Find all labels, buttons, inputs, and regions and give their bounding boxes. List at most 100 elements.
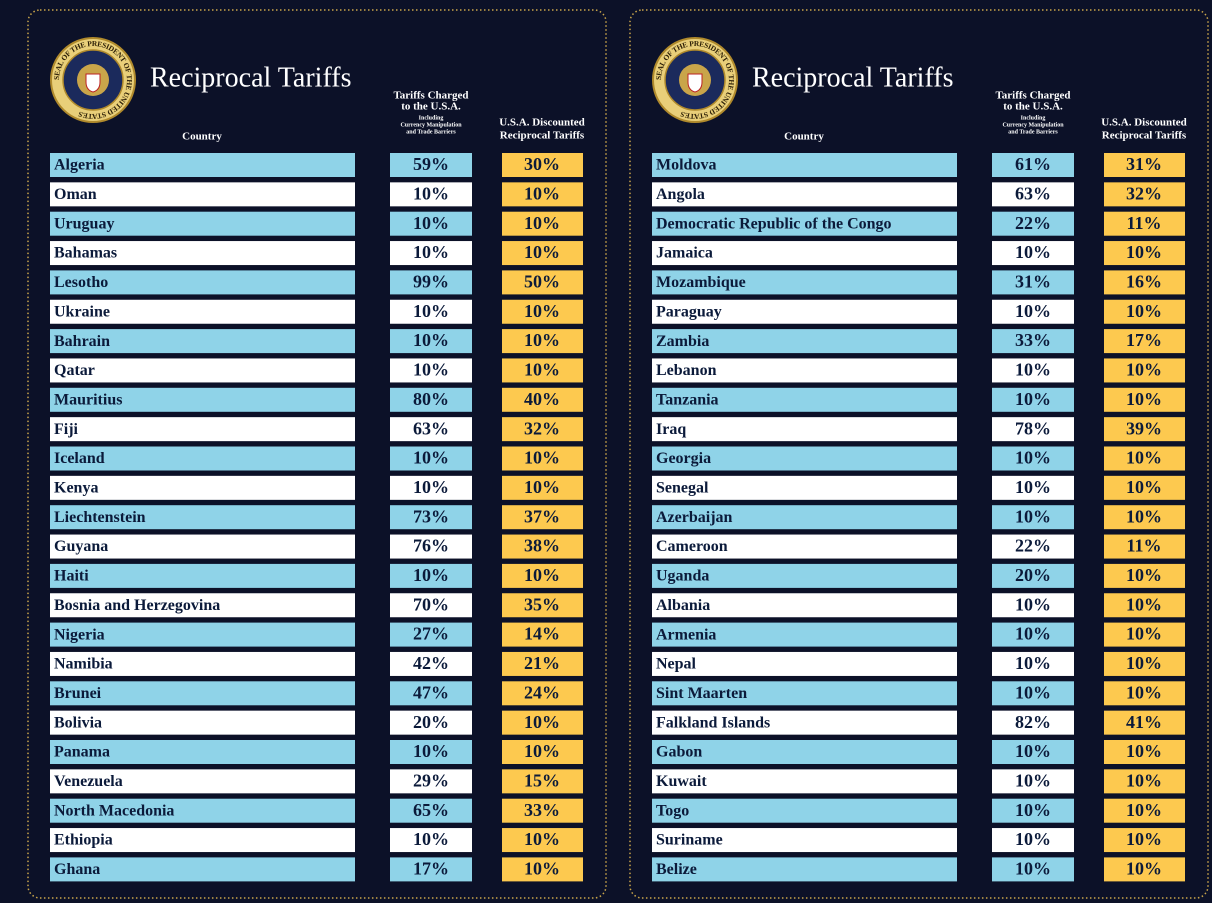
discounted-value: 10% <box>1126 624 1162 644</box>
discounted-value: 10% <box>524 712 560 732</box>
discounted-cell <box>502 769 583 794</box>
country-cell <box>50 828 355 853</box>
charged-cell <box>390 417 472 442</box>
discounted-value: 17% <box>1126 330 1162 350</box>
discounted-cell <box>1104 153 1185 177</box>
discounted-cell <box>1104 651 1185 676</box>
discounted-cell <box>1104 299 1185 324</box>
country-cell <box>50 417 355 442</box>
country-cell <box>652 153 957 177</box>
discounted-value: 10% <box>1126 770 1162 790</box>
discounted-value: 15% <box>524 770 560 790</box>
discounted-value: 38% <box>524 536 560 556</box>
country-name: Brunei <box>54 685 102 702</box>
country-name: Azerbaijan <box>656 509 733 526</box>
country-name: Mozambique <box>656 274 746 291</box>
country-name: Haiti <box>54 568 89 585</box>
discounted-value: 32% <box>524 418 560 438</box>
charged-value: 10% <box>1015 770 1051 790</box>
country-name: Kenya <box>54 480 98 497</box>
country-cell <box>652 857 957 882</box>
country-name: North Macedonia <box>54 802 174 819</box>
country-cell <box>652 358 957 383</box>
charged-cell <box>992 241 1074 266</box>
discounted-cell <box>1104 857 1185 882</box>
country-name: Bolivia <box>54 714 102 731</box>
header-charged-sub: Including <box>419 115 444 121</box>
country-name: Panama <box>54 744 110 761</box>
charged-cell <box>992 358 1074 383</box>
country-cell <box>652 828 957 853</box>
charged-value: 63% <box>1015 183 1051 203</box>
discounted-cell <box>1104 740 1185 764</box>
charged-cell <box>992 740 1074 764</box>
charged-cell <box>992 387 1074 412</box>
charged-value: 73% <box>413 506 449 526</box>
discounted-cell <box>1104 828 1185 853</box>
charged-value: 61% <box>1015 154 1051 174</box>
discounted-cell <box>1104 417 1185 442</box>
discounted-cell <box>1104 475 1185 500</box>
country-cell <box>50 857 355 882</box>
country-cell <box>50 740 355 764</box>
discounted-cell <box>1104 769 1185 794</box>
discounted-value: 10% <box>1126 301 1162 321</box>
country-cell <box>652 475 957 500</box>
discounted-cell <box>502 710 583 735</box>
charged-value: 10% <box>1015 360 1051 380</box>
header-charged: Tariffs Charged <box>995 90 1070 102</box>
charged-value: 27% <box>413 624 449 644</box>
charged-value: 10% <box>1015 301 1051 321</box>
discounted-value: 16% <box>1126 272 1162 292</box>
discounted-cell <box>502 358 583 383</box>
country-cell <box>50 593 355 618</box>
country-cell <box>652 622 957 647</box>
discounted-cell <box>1104 446 1185 471</box>
discounted-value: 10% <box>1126 800 1162 820</box>
country-cell <box>652 534 957 559</box>
charged-value: 10% <box>413 448 449 468</box>
country-cell <box>50 475 355 500</box>
charged-cell <box>992 446 1074 471</box>
charged-value: 33% <box>1015 330 1051 350</box>
charged-cell <box>390 593 472 618</box>
discounted-value: 10% <box>1126 682 1162 702</box>
discounted-cell <box>502 387 583 412</box>
country-cell <box>652 651 957 676</box>
title: Reciprocal Tariffs <box>150 62 351 93</box>
discounted-value: 10% <box>524 213 560 233</box>
charged-value: 22% <box>1015 536 1051 556</box>
country-name: Falkland Islands <box>656 714 770 731</box>
discounted-value: 10% <box>1126 829 1162 849</box>
discounted-value: 10% <box>1126 477 1162 497</box>
country-cell <box>50 798 355 823</box>
charged-value: 10% <box>413 301 449 321</box>
discounted-cell <box>1104 563 1185 588</box>
country-name: Moldova <box>656 157 716 174</box>
header-charged-sub: Currency Manipulation <box>1002 122 1064 128</box>
seal-shield <box>85 73 101 93</box>
country-cell <box>50 563 355 588</box>
country-name: Tanzania <box>656 391 719 408</box>
discounted-value: 33% <box>524 800 560 820</box>
discounted-cell <box>502 299 583 324</box>
charged-cell <box>390 153 472 177</box>
country-cell <box>50 710 355 735</box>
country-cell <box>50 299 355 324</box>
discounted-value: 32% <box>1126 183 1162 203</box>
country-cell <box>652 446 957 471</box>
discounted-cell <box>1104 505 1185 530</box>
charged-value: 10% <box>413 741 449 761</box>
charged-value: 10% <box>1015 506 1051 526</box>
country-cell <box>652 769 957 794</box>
discounted-value: 40% <box>524 389 560 409</box>
charged-value: 10% <box>413 477 449 497</box>
country-name: Jamaica <box>656 245 713 262</box>
charged-value: 17% <box>413 859 449 879</box>
country-name: Venezuela <box>54 773 123 790</box>
country-name: Oman <box>54 186 97 203</box>
charged-value: 10% <box>413 829 449 849</box>
discounted-cell <box>502 417 583 442</box>
charged-cell <box>390 857 472 882</box>
